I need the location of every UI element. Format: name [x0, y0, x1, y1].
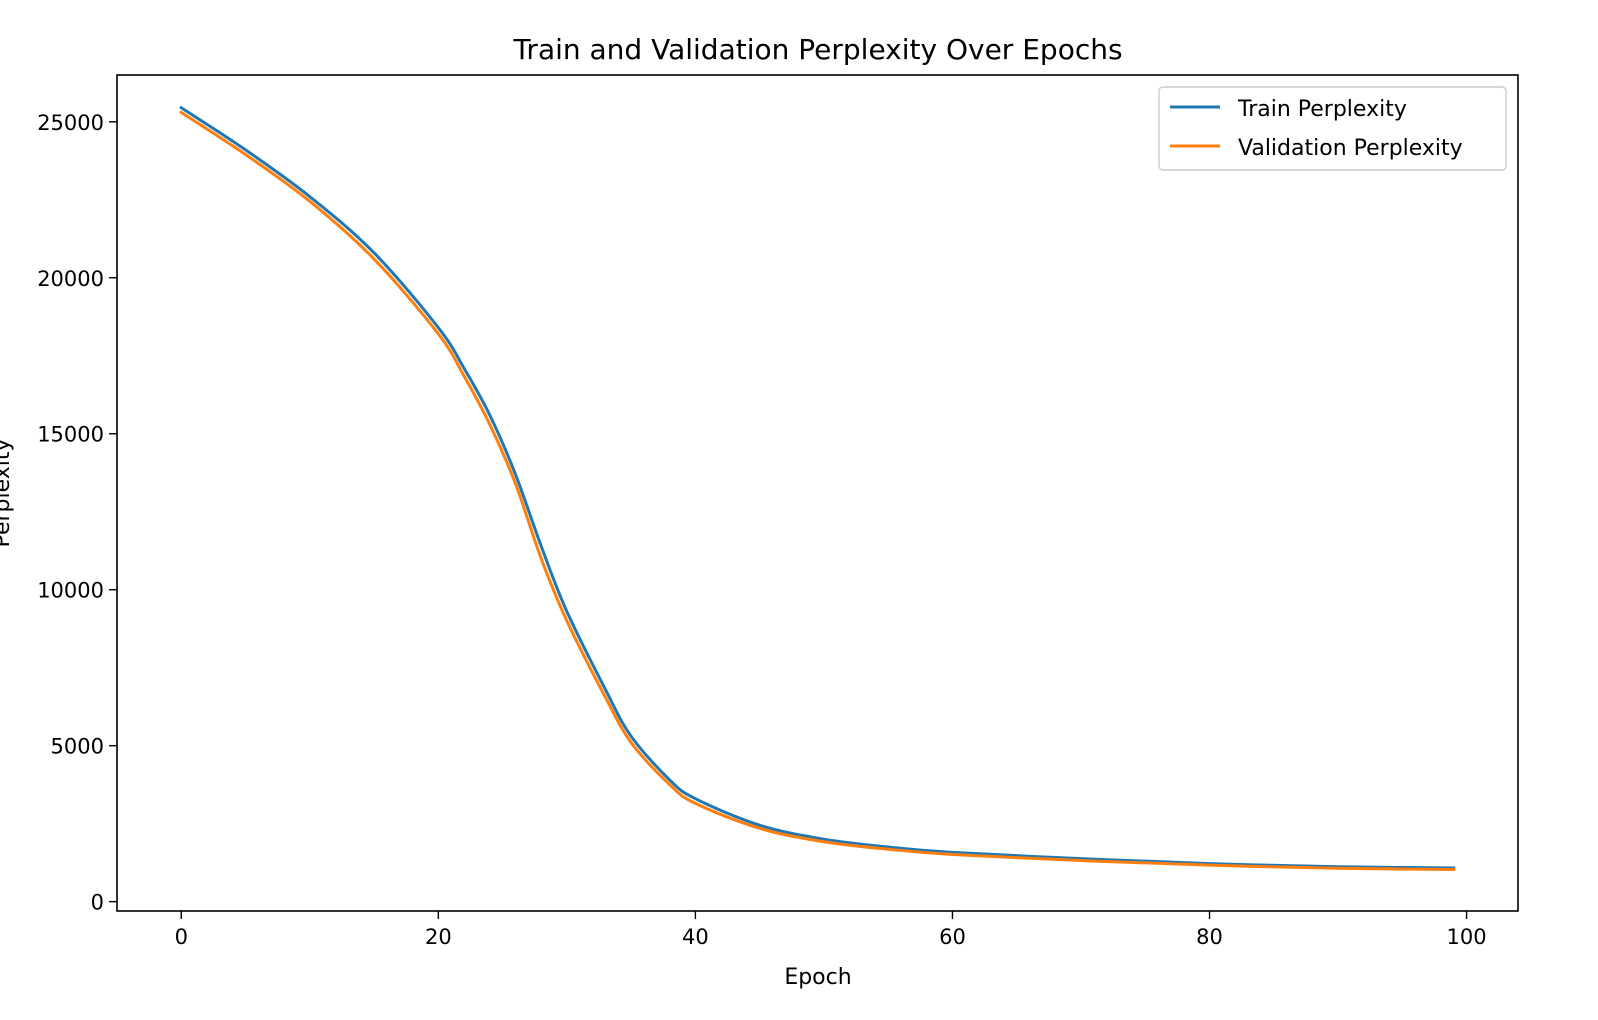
x-tick-label: 100 [1447, 925, 1487, 949]
y-tick-label: 5000 [51, 735, 104, 759]
legend-box [1158, 86, 1507, 171]
x-tick-label: 40 [682, 925, 709, 949]
x-tick-label: 80 [1196, 925, 1223, 949]
y-tick-label: 20000 [37, 267, 104, 291]
y-axis-label: Perplexity [0, 438, 15, 547]
x-tick-label: 60 [939, 925, 966, 949]
series-lines [179, 105, 1456, 872]
train-perplexity-line [179, 105, 1456, 870]
plot-frame [116, 74, 1519, 912]
y-tick-label: 15000 [37, 423, 104, 447]
x-axis-ticks: 0 20 40 60 80 100 [175, 911, 1487, 949]
legend-label-train: Train Perplexity [1237, 97, 1407, 122]
chart-title: Train and Validation Perplexity Over Epo… [512, 33, 1122, 66]
x-axis-label: Epoch [784, 965, 851, 990]
legend-label-validation: Validation Perplexity [1238, 136, 1463, 161]
y-axis-ticks: 0 5000 10000 15000 20000 25000 [37, 111, 117, 915]
y-tick-label: 0 [91, 891, 104, 915]
y-tick-label: 10000 [37, 579, 104, 603]
y-tick-label: 25000 [37, 111, 104, 135]
x-tick-label: 20 [425, 925, 452, 949]
legend: Train Perplexity Validation Perplexity [1158, 86, 1507, 171]
validation-perplexity-line [179, 110, 1456, 872]
x-tick-label: 0 [175, 925, 188, 949]
